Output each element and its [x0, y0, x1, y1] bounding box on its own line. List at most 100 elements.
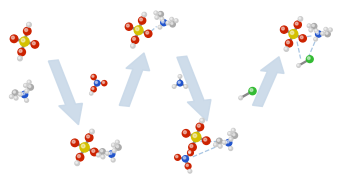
- Ellipse shape: [21, 91, 28, 98]
- Ellipse shape: [162, 21, 164, 23]
- Ellipse shape: [329, 29, 330, 30]
- Ellipse shape: [90, 129, 94, 134]
- Ellipse shape: [183, 157, 186, 159]
- Ellipse shape: [170, 18, 174, 21]
- Ellipse shape: [171, 22, 173, 25]
- Ellipse shape: [229, 147, 233, 150]
- Ellipse shape: [102, 156, 103, 157]
- Ellipse shape: [184, 85, 188, 88]
- Ellipse shape: [289, 30, 298, 38]
- Ellipse shape: [90, 92, 93, 95]
- Ellipse shape: [166, 21, 170, 25]
- Ellipse shape: [307, 24, 311, 28]
- Ellipse shape: [189, 170, 190, 171]
- Ellipse shape: [95, 81, 98, 83]
- Ellipse shape: [186, 164, 188, 167]
- Ellipse shape: [100, 149, 105, 154]
- Ellipse shape: [113, 149, 114, 151]
- Ellipse shape: [326, 32, 328, 34]
- Ellipse shape: [139, 17, 146, 24]
- Ellipse shape: [239, 96, 243, 100]
- Ellipse shape: [316, 31, 321, 37]
- Ellipse shape: [229, 137, 233, 141]
- Ellipse shape: [233, 133, 235, 136]
- Ellipse shape: [298, 17, 303, 21]
- Ellipse shape: [92, 149, 95, 152]
- Ellipse shape: [90, 92, 91, 94]
- FancyArrow shape: [119, 53, 150, 106]
- Ellipse shape: [154, 12, 156, 13]
- Ellipse shape: [200, 118, 204, 123]
- Ellipse shape: [25, 89, 29, 93]
- Ellipse shape: [250, 89, 253, 91]
- Ellipse shape: [97, 154, 99, 155]
- Ellipse shape: [91, 148, 98, 156]
- Ellipse shape: [158, 26, 162, 29]
- Ellipse shape: [218, 144, 222, 148]
- Ellipse shape: [204, 138, 207, 141]
- Ellipse shape: [27, 23, 29, 25]
- Ellipse shape: [20, 37, 29, 46]
- Ellipse shape: [171, 18, 172, 19]
- Ellipse shape: [32, 42, 35, 45]
- Ellipse shape: [174, 19, 178, 22]
- Ellipse shape: [154, 11, 158, 15]
- Ellipse shape: [189, 151, 191, 153]
- Ellipse shape: [159, 12, 161, 15]
- Ellipse shape: [299, 17, 301, 19]
- Ellipse shape: [161, 18, 162, 19]
- Ellipse shape: [109, 152, 112, 154]
- Ellipse shape: [192, 132, 201, 142]
- Ellipse shape: [196, 123, 204, 131]
- Ellipse shape: [156, 16, 157, 18]
- Ellipse shape: [24, 29, 28, 32]
- Ellipse shape: [140, 18, 143, 21]
- Ellipse shape: [18, 92, 22, 96]
- Ellipse shape: [18, 57, 20, 59]
- Ellipse shape: [321, 32, 324, 35]
- Ellipse shape: [170, 22, 175, 27]
- Ellipse shape: [179, 75, 180, 77]
- Ellipse shape: [287, 41, 289, 44]
- Ellipse shape: [309, 28, 313, 32]
- Ellipse shape: [10, 95, 13, 98]
- Ellipse shape: [28, 85, 31, 88]
- Ellipse shape: [24, 84, 27, 87]
- Ellipse shape: [15, 97, 16, 98]
- Ellipse shape: [193, 134, 197, 137]
- Ellipse shape: [96, 153, 100, 157]
- Ellipse shape: [75, 161, 80, 166]
- Ellipse shape: [189, 143, 196, 151]
- Ellipse shape: [161, 20, 167, 26]
- Ellipse shape: [214, 143, 217, 147]
- Ellipse shape: [201, 119, 202, 121]
- Ellipse shape: [325, 31, 330, 37]
- Ellipse shape: [10, 35, 18, 43]
- Ellipse shape: [71, 139, 78, 147]
- Ellipse shape: [226, 140, 229, 143]
- Ellipse shape: [173, 85, 174, 87]
- Ellipse shape: [175, 155, 180, 160]
- Ellipse shape: [13, 91, 15, 93]
- Ellipse shape: [239, 97, 241, 98]
- Ellipse shape: [111, 158, 115, 162]
- Ellipse shape: [77, 155, 80, 158]
- Ellipse shape: [223, 141, 225, 143]
- Ellipse shape: [285, 48, 287, 49]
- Ellipse shape: [132, 37, 135, 40]
- Ellipse shape: [189, 152, 190, 154]
- Ellipse shape: [325, 28, 326, 29]
- Ellipse shape: [27, 22, 31, 27]
- Ellipse shape: [14, 96, 18, 100]
- Ellipse shape: [232, 129, 234, 131]
- Ellipse shape: [12, 36, 14, 39]
- Ellipse shape: [103, 81, 104, 83]
- Ellipse shape: [131, 44, 135, 48]
- Ellipse shape: [143, 13, 144, 15]
- Ellipse shape: [22, 92, 25, 95]
- Ellipse shape: [176, 155, 178, 158]
- Ellipse shape: [315, 29, 316, 31]
- Ellipse shape: [131, 36, 139, 43]
- Ellipse shape: [112, 144, 114, 145]
- Ellipse shape: [229, 147, 231, 149]
